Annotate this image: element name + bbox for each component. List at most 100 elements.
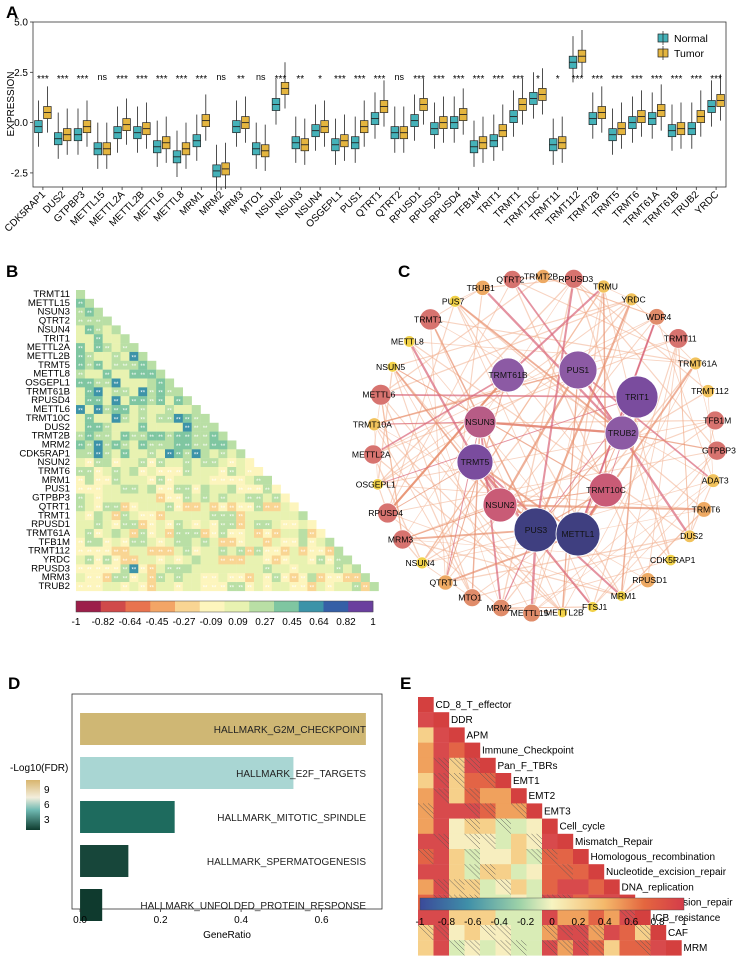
heatmap-cell [200,520,210,530]
heatmap-cell [557,833,574,850]
heatmap-cell [102,467,112,477]
heatmap-cell [418,879,434,895]
heatmap-cell [316,528,326,538]
cell-significance: ** [167,550,172,556]
cell-significance: ** [167,453,172,459]
heatmap-cell [200,458,210,468]
cell-significance: ** [149,532,154,538]
heatmap-cell [156,528,166,538]
significance-label: *** [413,74,425,85]
hatch-line [541,940,558,956]
hatch-line [443,788,450,794]
cell-significance: ** [96,346,101,352]
hatch-line [577,940,589,951]
heatmap-cell [191,564,201,574]
cell-significance: ** [265,585,270,591]
heatmap-cell [433,849,450,865]
cell-significance: ** [78,311,83,317]
heatmap-cell [147,528,157,538]
heatmap-cell [93,405,103,415]
heatmap-cell [138,564,148,574]
heatmap-cell [604,925,620,941]
hatch-line [479,772,496,789]
heatmap-cell [84,555,94,565]
heatmap-cell [120,528,130,538]
hatch-line [489,833,496,840]
heatmap-cell [173,458,183,468]
cell-significance: ** [149,550,154,556]
panel-a-ylabel: EXPRESSION [6,71,17,136]
heatmap-cell [102,484,112,494]
cell-significance: ** [105,479,110,485]
heatmap-cell [138,484,148,494]
cell-significance: ** [292,523,297,529]
heatmap-cell [102,316,112,326]
network-node-label: TFB1M [703,415,731,425]
heatmap-cell [93,493,103,503]
heatmap-cell [102,573,112,583]
significance-label: *** [572,74,584,85]
cell-significance: ** [87,515,92,521]
heatmap-cell [200,528,210,538]
heatmap-cell [262,537,272,547]
heatmap-cell [156,413,166,423]
network-node-label: METTL15 [511,608,549,618]
hatch-line [531,848,543,860]
cell-significance: ** [78,585,83,591]
cell-significance: ** [167,470,172,476]
heatmap-cell [156,520,166,530]
significance-label: *** [195,74,207,85]
heatmap-cell [102,502,112,512]
heatmap-cell [218,449,228,459]
hatch-line [500,924,512,936]
cell-significance: ** [167,391,172,397]
heatmap-cell [76,290,86,300]
heatmap-cell [218,520,228,530]
heatmap-cell [298,582,308,592]
heatmap-cell [93,511,103,521]
heatmap-cell [165,493,175,503]
cell-significance: ** [96,364,101,370]
network-node [648,308,666,326]
heatmap-cell [147,573,157,583]
network-edge [562,363,696,613]
hatch-line [469,818,481,829]
heatmap-cell [191,520,201,530]
heatmap-cell [236,520,246,530]
heatmap-cell [111,396,121,406]
cell-significance: ** [123,408,128,414]
heatmap-cell [84,343,94,353]
significance-label: * [536,74,540,85]
heatmap-cell [280,546,290,556]
network-node [437,574,454,591]
heatmap-cell [129,422,139,432]
cell-significance: ** [176,523,181,529]
hatch-line [582,940,589,946]
heatmap-cell [138,369,148,379]
colorbar-tick-label: -0.09 [200,617,223,628]
heatmap-cell [316,555,326,565]
row-label: DUS2 [44,422,70,433]
heatmap-cell [227,493,237,503]
heatmap-cell [111,369,121,379]
heatmap-cell [236,511,246,521]
enrichment-bar-label: HALLMARK_SPERMATOGENESIS [207,857,366,868]
cell-significance: ** [114,408,119,414]
network-hub-label: NSUN2 [485,500,514,510]
cell-significance: ** [247,506,252,512]
cell-significance: ** [96,523,101,529]
heatmap-cell [254,502,264,512]
heatmap-cell [209,511,219,521]
network-edge [531,299,633,614]
hatch-line [469,757,481,769]
hatch-line [495,879,512,895]
colorbar-tick-label: -0.27 [173,617,196,628]
heatmap-cell [307,573,317,583]
cell-significance: ** [185,532,190,538]
heatmap-cell [102,325,112,335]
cell-significance: ** [158,479,163,485]
cell-significance: ** [105,550,110,556]
heatmap-cell [102,387,112,397]
heatmap-cell [76,502,86,512]
network-node-label: GTPBP3 [702,446,736,456]
